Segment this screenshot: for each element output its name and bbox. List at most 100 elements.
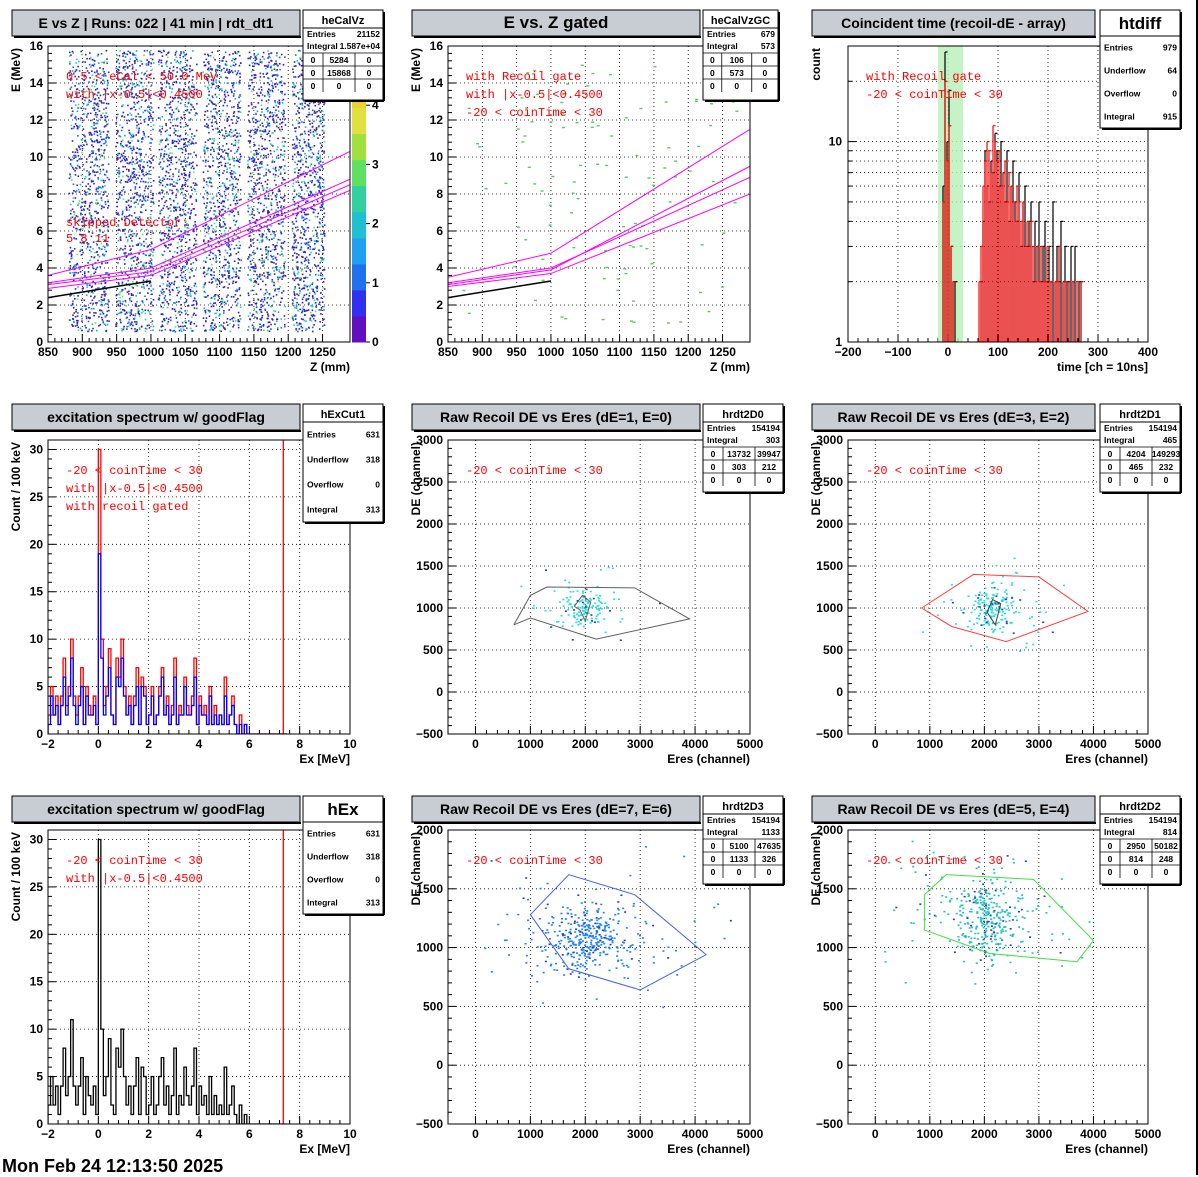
density-point (252, 266, 254, 268)
density-point (174, 302, 176, 304)
density-point (191, 203, 193, 205)
density-point (120, 182, 122, 184)
density-point (261, 317, 263, 319)
density-point (73, 128, 75, 130)
density-point (189, 164, 191, 166)
density-point (235, 63, 237, 65)
density-point (263, 261, 265, 263)
density-point (217, 65, 219, 67)
density-point (125, 181, 127, 183)
density-point (203, 178, 205, 180)
density-point (81, 299, 83, 301)
density-point (186, 110, 188, 112)
density-point (174, 251, 176, 253)
density-point (203, 180, 205, 182)
density-point (195, 293, 197, 295)
density-point (317, 286, 319, 288)
density-point (167, 247, 169, 249)
density-point (273, 120, 275, 122)
density-point (258, 212, 260, 214)
density-point (209, 166, 211, 168)
density-point (94, 175, 96, 177)
density-point (140, 123, 142, 125)
density-point (205, 329, 207, 331)
density-point (132, 172, 134, 174)
density-point (274, 161, 276, 163)
density-point (256, 55, 258, 57)
density-point (136, 127, 138, 129)
density-point (224, 91, 226, 93)
density-point (268, 250, 270, 252)
density-point (103, 291, 105, 293)
density-point (273, 121, 275, 123)
density-point (233, 130, 235, 132)
density-point (208, 88, 210, 90)
density-point (186, 241, 188, 243)
density-point (133, 146, 135, 148)
density-point (274, 323, 276, 325)
density-point (105, 140, 107, 142)
density-point (92, 248, 94, 250)
density-point (83, 103, 85, 105)
density-point (166, 200, 168, 202)
density-point (69, 267, 71, 269)
density-point (252, 172, 254, 174)
density-point (126, 207, 128, 209)
density-point (134, 330, 136, 332)
density-point (268, 99, 270, 101)
density-point (229, 71, 231, 73)
density-point (206, 257, 208, 259)
density-point (271, 112, 273, 114)
density-point (211, 198, 213, 200)
density-point (69, 52, 71, 54)
density-point (229, 69, 231, 71)
density-point (116, 212, 118, 214)
density-point (257, 183, 259, 185)
density-point (217, 166, 219, 168)
density-point (257, 239, 259, 241)
density-point (262, 281, 264, 283)
density-point (284, 118, 286, 120)
density-point (194, 307, 196, 309)
density-point (267, 90, 269, 92)
density-point (214, 223, 216, 225)
density-point (86, 308, 88, 310)
density-point (119, 194, 121, 196)
density-point (125, 156, 127, 158)
density-point (191, 136, 193, 138)
density-point (267, 82, 269, 84)
density-point (195, 214, 197, 216)
density-point (279, 119, 281, 121)
density-point (168, 303, 170, 305)
density-point (273, 255, 275, 257)
density-point (238, 102, 240, 104)
density-point (278, 276, 280, 278)
density-point (276, 55, 278, 57)
density-point (141, 106, 143, 108)
density-point (194, 185, 196, 187)
density-point (108, 137, 110, 139)
density-point (97, 55, 99, 57)
density-point (269, 294, 271, 296)
density-point (271, 318, 273, 320)
density-point (92, 300, 94, 302)
density-point (173, 210, 175, 212)
density-point (173, 207, 175, 209)
density-point (323, 104, 325, 106)
density-point (98, 54, 100, 56)
density-point (104, 298, 106, 300)
density-point (216, 123, 218, 125)
density-point (77, 322, 79, 324)
density-point (169, 289, 171, 291)
density-point (105, 117, 107, 119)
density-point (187, 212, 189, 214)
density-point (105, 201, 107, 203)
density-point (137, 177, 139, 179)
density-point (192, 291, 194, 293)
density-point (122, 303, 124, 305)
density-point (87, 183, 89, 185)
density-point (180, 163, 182, 165)
density-point (137, 257, 139, 259)
density-point (182, 326, 184, 328)
density-point (146, 234, 148, 236)
